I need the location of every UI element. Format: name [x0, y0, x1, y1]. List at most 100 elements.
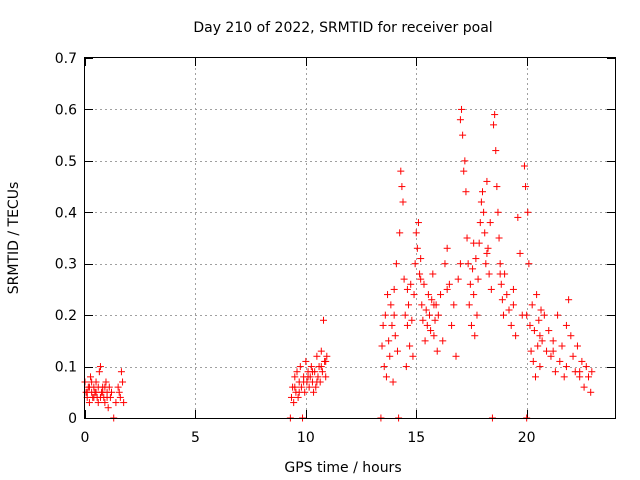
- data-point: [378, 342, 386, 350]
- data-point: [462, 188, 470, 196]
- data-point: [414, 219, 422, 227]
- data-point: [318, 368, 326, 376]
- data-point: [471, 332, 479, 340]
- data-point: [409, 352, 417, 360]
- data-point: [108, 388, 115, 396]
- data-point: [487, 285, 495, 293]
- data-point: [474, 275, 482, 283]
- data-point: [296, 363, 304, 371]
- data-point: [536, 332, 544, 340]
- data-point: [408, 316, 416, 324]
- data-point: [554, 311, 562, 319]
- data-point: [381, 311, 389, 319]
- data-point: [565, 296, 573, 304]
- data-point: [431, 316, 439, 324]
- data-point: [491, 111, 499, 119]
- data-point: [291, 383, 299, 391]
- data-point: [119, 378, 127, 386]
- data-point: [401, 311, 409, 319]
- data-point: [417, 255, 425, 263]
- data-point: [407, 280, 415, 288]
- data-point: [492, 147, 500, 155]
- data-point: [428, 296, 436, 304]
- data-point: [418, 301, 426, 309]
- data-point: [456, 260, 464, 268]
- data-point: [388, 321, 396, 329]
- data-point: [441, 260, 449, 268]
- data-point: [549, 337, 557, 345]
- data-point: [551, 368, 559, 376]
- data-point: [481, 229, 489, 237]
- data-point: [400, 275, 408, 283]
- data-point: [445, 280, 453, 288]
- data-point: [412, 229, 420, 237]
- data-point: [426, 311, 433, 319]
- data-point: [496, 260, 504, 268]
- x-tick-label: 0: [81, 430, 90, 446]
- data-point: [503, 291, 511, 299]
- data-point: [463, 234, 471, 242]
- y-tick-label: 0.1: [55, 360, 77, 376]
- data-point: [423, 321, 431, 329]
- data-point: [104, 404, 112, 412]
- data-point: [573, 342, 581, 350]
- data-point: [464, 260, 472, 268]
- y-axis-label: SRMTID / TECUs: [6, 182, 22, 295]
- data-point: [529, 357, 537, 365]
- data-point: [379, 321, 387, 329]
- data-point: [538, 337, 546, 345]
- data-point: [389, 378, 397, 386]
- data-point: [430, 301, 438, 309]
- y-tick-label: 0.5: [55, 154, 77, 170]
- data-point: [514, 213, 522, 221]
- data-point: [587, 388, 595, 396]
- data-point: [556, 357, 564, 365]
- data-point: [87, 373, 95, 381]
- data-point: [526, 321, 534, 329]
- data-point: [90, 393, 98, 401]
- data-point: [94, 383, 102, 391]
- data-point: [297, 383, 305, 391]
- data-point: [466, 280, 474, 288]
- chart-title: Day 210 of 2022, SRMTID for receiver poa…: [193, 20, 492, 36]
- data-point: [480, 208, 488, 216]
- data-point: [387, 301, 395, 309]
- x-tick-label: 5: [191, 430, 200, 446]
- data-point: [112, 399, 120, 407]
- data-point: [390, 311, 398, 319]
- data-point: [467, 321, 475, 329]
- data-point: [390, 285, 398, 293]
- y-tick-label: 0.3: [55, 257, 77, 273]
- data-point: [384, 291, 392, 299]
- data-point: [543, 347, 551, 355]
- data-point: [101, 399, 109, 407]
- data-point: [416, 270, 424, 278]
- data-point: [393, 347, 401, 355]
- grid-lines: [85, 58, 615, 418]
- data-point: [580, 383, 588, 391]
- data-point: [576, 368, 584, 376]
- data-point: [439, 337, 447, 345]
- data-point: [101, 383, 109, 391]
- data-point: [411, 260, 419, 268]
- data-point: [116, 393, 124, 401]
- data-point: [486, 219, 494, 227]
- data-point: [490, 121, 498, 129]
- data-point: [588, 368, 596, 376]
- data-point: [484, 244, 492, 252]
- data-point: [120, 399, 128, 407]
- data-point: [497, 280, 505, 288]
- data-point: [95, 368, 103, 376]
- data-point: [424, 291, 432, 299]
- data-point: [494, 208, 502, 216]
- data-point: [482, 260, 490, 268]
- data-point: [558, 342, 566, 350]
- y-tick-label: 0.2: [55, 308, 77, 324]
- data-point: [386, 352, 394, 360]
- y-tick-label: 0.4: [55, 205, 77, 221]
- data-point: [530, 327, 538, 335]
- data-point: [450, 301, 458, 309]
- data-points: [81, 105, 596, 422]
- data-point: [92, 388, 100, 396]
- data-point: [498, 296, 506, 304]
